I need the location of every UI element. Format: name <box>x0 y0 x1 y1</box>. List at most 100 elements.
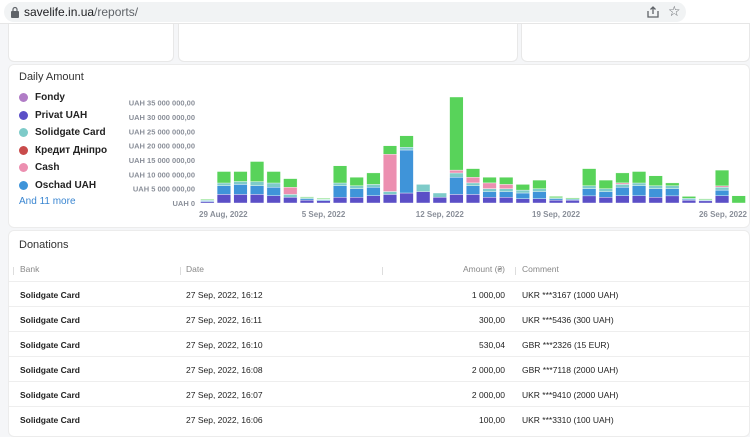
cell-bank: Solidgate Card <box>20 315 80 325</box>
bar-segment-solidgate <box>598 188 613 192</box>
legend-more-link[interactable]: And 11 more <box>19 196 76 207</box>
legend-label: Cash <box>35 162 60 174</box>
bar-segment-cash <box>449 169 464 174</box>
bar-segment-solidgate <box>665 185 680 189</box>
bar-segment-solidgate <box>466 182 481 187</box>
bar-segment-solidgate <box>233 181 248 185</box>
column-separator <box>382 267 383 275</box>
x-tick-label: 5 Sep, 2022 <box>302 210 346 219</box>
legend-item-privat[interactable]: Privat UAH <box>19 107 107 125</box>
bar-segment-privat <box>333 197 348 204</box>
bar-segment-solidgate <box>216 182 231 187</box>
stat-card-2 <box>178 24 518 62</box>
y-tick-label: UAH 20 000 000,00 <box>129 142 195 151</box>
daily-amount-title: Daily Amount <box>19 71 84 83</box>
bar-segment-oschad <box>349 188 364 198</box>
bar-segment-privat <box>449 194 464 204</box>
bar-segment-other <box>216 171 231 184</box>
bar-segment-privat <box>316 200 331 204</box>
bar-segment-oschad <box>598 191 613 198</box>
bar-segment-oschad <box>615 186 630 196</box>
bar-segment-oschad <box>399 149 414 194</box>
legend-item-credit-dnipro[interactable]: Кредит Дніпро <box>19 142 107 160</box>
legend-item-oschad[interactable]: Oschad UAH <box>19 177 107 195</box>
bar-segment-privat <box>349 197 364 204</box>
bar-segment-other <box>598 179 613 189</box>
legend-item-solidgate[interactable]: Solidgate Card <box>19 124 107 142</box>
bar-segment-other <box>449 96 464 171</box>
donations-title: Donations <box>19 239 69 251</box>
bar-segment-other <box>482 176 497 184</box>
browser-toolbar: savelife.in.ua/reports/ ☆ <box>0 0 750 24</box>
x-tick-label: 12 Sep, 2022 <box>416 210 465 219</box>
bar-segment-solidgate <box>449 172 464 178</box>
cell-date: 27 Sep, 2022, 16:12 <box>186 290 263 300</box>
bar-segment-other <box>549 196 564 199</box>
url-path: /reports/ <box>94 5 139 19</box>
bar-segment-privat <box>565 199 580 204</box>
bar-segment-other <box>515 184 530 191</box>
bar-segment-privat <box>283 197 298 204</box>
bar-segment-other <box>681 196 696 199</box>
table-row[interactable]: Solidgate Card 27 Sep, 2022, 16:12 1 000… <box>9 281 750 306</box>
cell-comment: GBR ***2326 (15 EUR) <box>522 340 610 350</box>
bar-segment-oschad <box>648 188 663 198</box>
bar-segment-oschad <box>499 191 514 198</box>
bar-segment-solidgate <box>482 188 497 192</box>
legend-dot <box>19 180 28 190</box>
address-bar[interactable]: savelife.in.ua/reports/ ☆ <box>4 2 686 22</box>
legend-dot <box>19 128 28 138</box>
bar-segment-solidgate <box>416 184 431 192</box>
legend-dot <box>19 163 28 173</box>
lock-icon[interactable] <box>10 6 20 18</box>
cell-date: 27 Sep, 2022, 16:10 <box>186 340 263 350</box>
bar-segment-solidgate <box>515 189 530 194</box>
legend-dot <box>19 110 28 120</box>
table-row[interactable]: Solidgate Card 27 Sep, 2022, 16:07 2 000… <box>9 381 750 406</box>
cell-bank: Solidgate Card <box>20 340 80 350</box>
share-icon[interactable] <box>646 5 660 19</box>
cell-date: 27 Sep, 2022, 16:07 <box>186 390 263 400</box>
bar-segment-oschad <box>449 176 464 195</box>
bar-segment-privat <box>632 195 647 204</box>
chart-legend: Fondy Privat UAH Solidgate Card Кредит Д… <box>19 89 107 207</box>
bar-segment-solidgate <box>532 188 547 192</box>
table-row[interactable]: Solidgate Card 27 Sep, 2022, 16:11 300,0… <box>9 306 750 331</box>
bar-segment-other <box>316 198 331 200</box>
url-text[interactable]: savelife.in.ua/reports/ <box>24 5 138 19</box>
header-bank[interactable]: Bank <box>20 264 40 274</box>
legend-label: Кредит Дніпро <box>35 144 108 156</box>
header-amount[interactable]: Amount (₴) <box>462 264 505 274</box>
y-tick-label: UAH 5 000 000,00 <box>133 185 195 194</box>
table-row[interactable]: Solidgate Card 27 Sep, 2022, 16:10 530,0… <box>9 331 750 356</box>
bar-segment-privat <box>416 191 431 204</box>
header-date[interactable]: Date <box>186 264 204 274</box>
legend-item-cash[interactable]: Cash <box>19 159 107 177</box>
bar-segment-privat <box>299 199 314 204</box>
cell-date: 27 Sep, 2022, 16:11 <box>186 315 262 325</box>
bar-segment-oschad <box>250 185 265 195</box>
bookmark-star-icon[interactable]: ☆ <box>668 3 681 19</box>
bar-segment-cash <box>615 182 630 185</box>
y-tick-label: UAH 15 000 000,00 <box>129 156 195 165</box>
bar-segment-oschad <box>582 188 597 197</box>
cell-comment: UKR ***5436 (300 UAH) <box>522 315 614 325</box>
legend-item-fondy[interactable]: Fondy <box>19 89 107 107</box>
bar-segment-oschad <box>549 198 564 201</box>
bar-segment-cash <box>499 184 514 189</box>
legend-dot <box>19 93 28 103</box>
header-comment[interactable]: Comment <box>522 264 559 274</box>
bar-segment-privat <box>432 197 447 204</box>
bar-segment-other <box>466 168 481 178</box>
bar-segment-privat <box>582 195 597 204</box>
cell-bank: Solidgate Card <box>20 390 80 400</box>
bar-segment-privat <box>399 192 414 204</box>
table-row[interactable]: Solidgate Card 27 Sep, 2022, 16:06 100,0… <box>9 406 750 431</box>
bar-segment-oschad <box>233 184 248 195</box>
cell-bank: Solidgate Card <box>20 415 80 425</box>
bar-segment-other <box>333 165 348 184</box>
table-row[interactable]: Solidgate Card 27 Sep, 2022, 16:08 2 000… <box>9 356 750 381</box>
legend-label: Fondy <box>35 92 65 104</box>
bar-segment-other <box>299 196 314 198</box>
bar-segment-privat <box>598 197 613 204</box>
